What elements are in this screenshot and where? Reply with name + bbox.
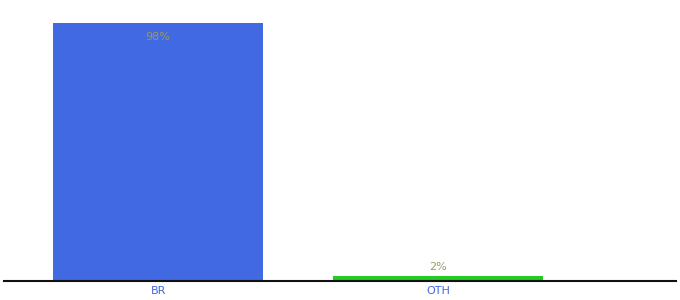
Bar	[53, 22, 263, 281]
Bar	[333, 276, 543, 281]
Text: 98%: 98%	[146, 32, 171, 42]
Text: 2%: 2%	[429, 262, 447, 272]
